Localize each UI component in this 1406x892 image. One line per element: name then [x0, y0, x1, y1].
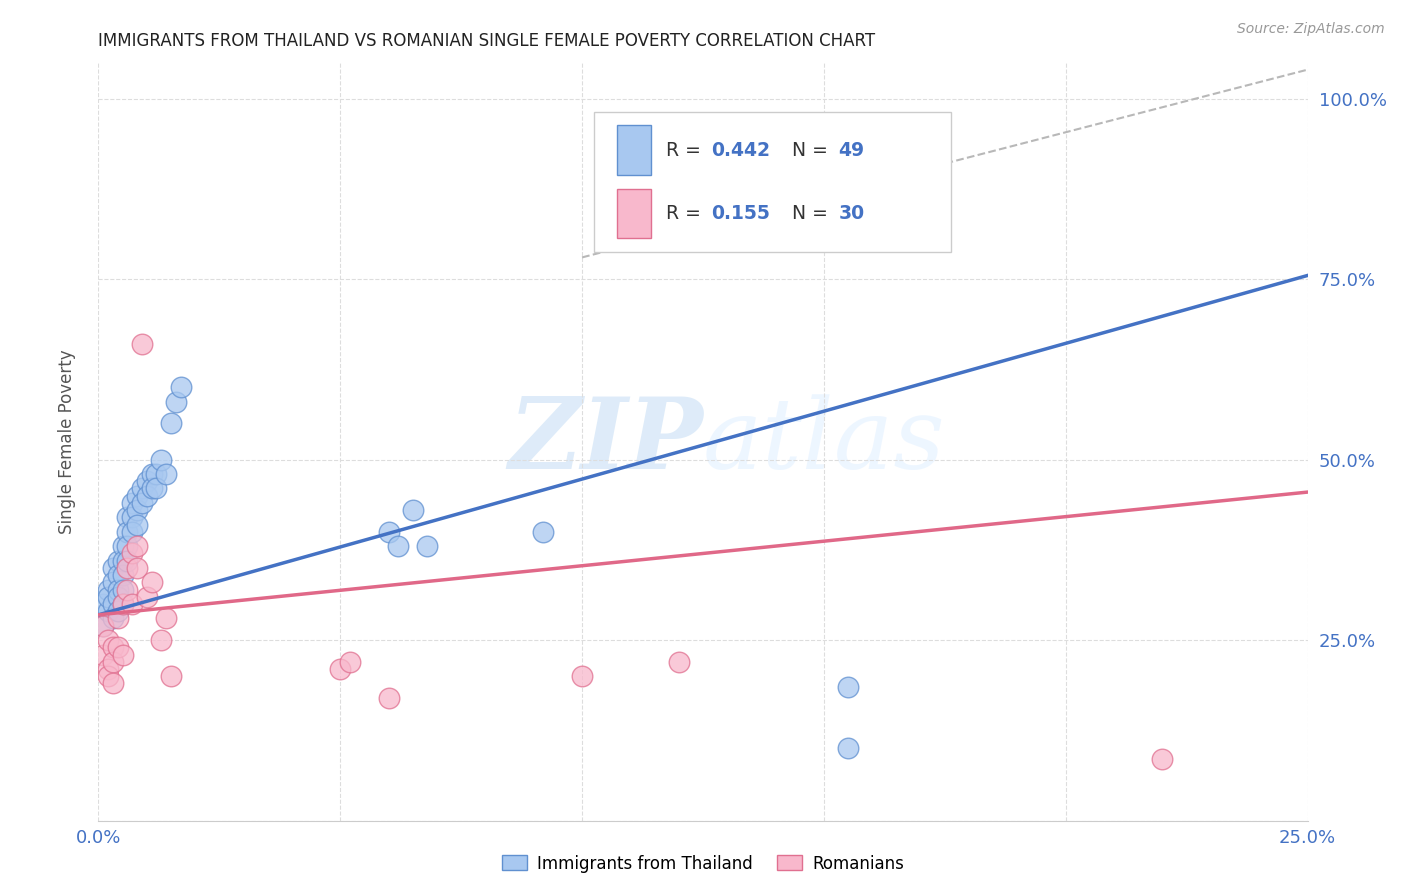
Point: [837, 741, 859, 756]
Point: [101, 676, 124, 690]
Point: [145, 467, 167, 481]
Point: [107, 582, 129, 597]
Point: [169, 380, 191, 394]
Point: [165, 394, 187, 409]
Point: [111, 597, 134, 611]
Point: [668, 655, 690, 669]
Point: [91, 618, 114, 632]
Point: [160, 417, 183, 431]
Point: [107, 640, 129, 655]
Point: [101, 655, 124, 669]
Text: Source: ZipAtlas.com: Source: ZipAtlas.com: [1237, 22, 1385, 37]
Point: [111, 597, 134, 611]
Point: [97, 633, 120, 648]
Point: [111, 554, 134, 568]
Text: ZIP: ZIP: [508, 393, 703, 490]
Point: [97, 662, 120, 676]
Point: [339, 655, 361, 669]
Point: [117, 510, 139, 524]
Point: [101, 611, 124, 625]
Text: 49: 49: [838, 141, 865, 160]
Point: [135, 489, 157, 503]
Point: [107, 554, 129, 568]
Point: [107, 611, 129, 625]
Point: [571, 669, 593, 683]
Legend: Immigrants from Thailand, Romanians: Immigrants from Thailand, Romanians: [495, 848, 911, 880]
Point: [127, 561, 149, 575]
Point: [160, 669, 183, 683]
Point: [117, 539, 139, 553]
Y-axis label: Single Female Poverty: Single Female Poverty: [58, 350, 76, 533]
Point: [531, 524, 554, 539]
Point: [91, 618, 114, 632]
Point: [117, 524, 139, 539]
Point: [150, 633, 173, 648]
Text: 0.155: 0.155: [711, 204, 770, 223]
Point: [97, 582, 120, 597]
Point: [131, 496, 153, 510]
Point: [111, 568, 134, 582]
Point: [91, 597, 114, 611]
Point: [1152, 752, 1174, 766]
Point: [97, 590, 120, 604]
Point: [329, 662, 352, 676]
Point: [91, 648, 114, 662]
Point: [141, 482, 163, 496]
Point: [387, 539, 409, 553]
Text: N =: N =: [793, 204, 834, 223]
Point: [416, 539, 439, 553]
Point: [127, 503, 149, 517]
Point: [155, 611, 177, 625]
Point: [111, 539, 134, 553]
Point: [837, 680, 859, 694]
Point: [97, 604, 120, 618]
Text: IMMIGRANTS FROM THAILAND VS ROMANIAN SINGLE FEMALE POVERTY CORRELATION CHART: IMMIGRANTS FROM THAILAND VS ROMANIAN SIN…: [98, 32, 876, 50]
Point: [101, 597, 124, 611]
Point: [117, 582, 139, 597]
Point: [107, 568, 129, 582]
Point: [145, 482, 167, 496]
Point: [131, 482, 153, 496]
Text: 30: 30: [838, 204, 865, 223]
Point: [121, 524, 143, 539]
Text: 0.442: 0.442: [711, 141, 770, 160]
Point: [97, 669, 120, 683]
Point: [101, 640, 124, 655]
Point: [402, 503, 425, 517]
Point: [155, 467, 177, 481]
Point: [377, 690, 399, 705]
Point: [121, 510, 143, 524]
Point: [111, 582, 134, 597]
Text: atlas: atlas: [703, 394, 946, 489]
Point: [121, 496, 143, 510]
Point: [107, 604, 129, 618]
Text: R =: R =: [665, 204, 706, 223]
Point: [101, 575, 124, 590]
Text: N =: N =: [793, 141, 834, 160]
Point: [131, 337, 153, 351]
Point: [117, 554, 139, 568]
FancyBboxPatch shape: [595, 112, 950, 252]
Point: [377, 524, 399, 539]
Point: [135, 590, 157, 604]
Point: [127, 489, 149, 503]
Point: [127, 539, 149, 553]
Point: [107, 590, 129, 604]
Point: [111, 648, 134, 662]
Point: [121, 546, 143, 560]
Point: [121, 597, 143, 611]
Point: [127, 517, 149, 532]
Bar: [617, 126, 651, 175]
Point: [150, 452, 173, 467]
Point: [141, 575, 163, 590]
Point: [141, 467, 163, 481]
Bar: [617, 189, 651, 238]
Point: [117, 561, 139, 575]
Point: [135, 475, 157, 489]
Text: R =: R =: [665, 141, 706, 160]
Point: [101, 561, 124, 575]
